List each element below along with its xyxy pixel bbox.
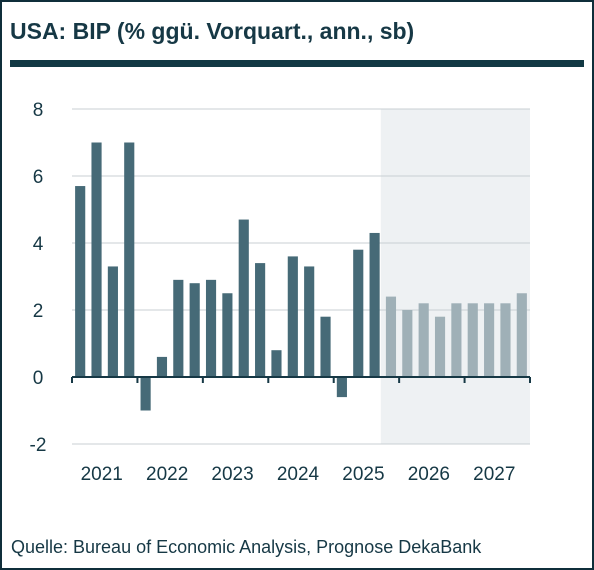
- x-tick-label: 2022: [146, 464, 188, 485]
- y-tick-label: 4: [33, 234, 44, 255]
- forecast-band: [380, 109, 530, 444]
- bar: [173, 279, 184, 377]
- bar: [271, 350, 282, 377]
- bar: [222, 293, 233, 377]
- bar: [484, 303, 495, 377]
- y-tick-label: -2: [30, 435, 47, 456]
- source-note: Quelle: Bureau of Economic Analysis, Pro…: [11, 537, 482, 557]
- bar: [434, 316, 446, 377]
- y-tick-label: 2: [33, 301, 44, 322]
- bar: [287, 256, 298, 377]
- bar: [467, 303, 478, 377]
- chart-title: USA: BIP (% ggü. Vorquart., ann., sb): [10, 18, 415, 44]
- bar: [91, 142, 102, 377]
- y-tick-label: 0: [33, 368, 44, 389]
- x-tick-label: 2026: [408, 464, 450, 485]
- bar: [418, 303, 429, 377]
- bar: [500, 303, 511, 377]
- bar: [107, 266, 118, 377]
- x-tick-label: 2025: [342, 464, 384, 485]
- x-tick-label: 2024: [277, 464, 320, 485]
- bar: [516, 293, 527, 377]
- bar: [75, 186, 86, 377]
- bar: [189, 283, 200, 377]
- x-tick-label: 2027: [473, 464, 515, 485]
- bar: [402, 310, 413, 377]
- x-tick-label: 2023: [211, 464, 253, 485]
- bar: [451, 303, 462, 377]
- bar: [336, 377, 347, 398]
- chart-plot: 8 6 4 2 0 -2 2021 2022 2023 2024 2025 2026 2027: [30, 100, 531, 485]
- bar: [205, 279, 217, 377]
- title-rule: [10, 60, 584, 67]
- bar: [353, 249, 364, 377]
- bar: [385, 296, 397, 377]
- y-tick-label: 8: [33, 100, 44, 121]
- bar: [156, 356, 168, 377]
- bar: [255, 263, 266, 377]
- bar: [369, 232, 380, 377]
- bar: [320, 316, 331, 377]
- bar: [140, 377, 151, 411]
- y-tick-label: 6: [33, 167, 44, 188]
- x-tick-label: 2021: [81, 464, 123, 485]
- bar: [124, 142, 135, 377]
- bar: [304, 266, 315, 377]
- bar: [238, 219, 249, 377]
